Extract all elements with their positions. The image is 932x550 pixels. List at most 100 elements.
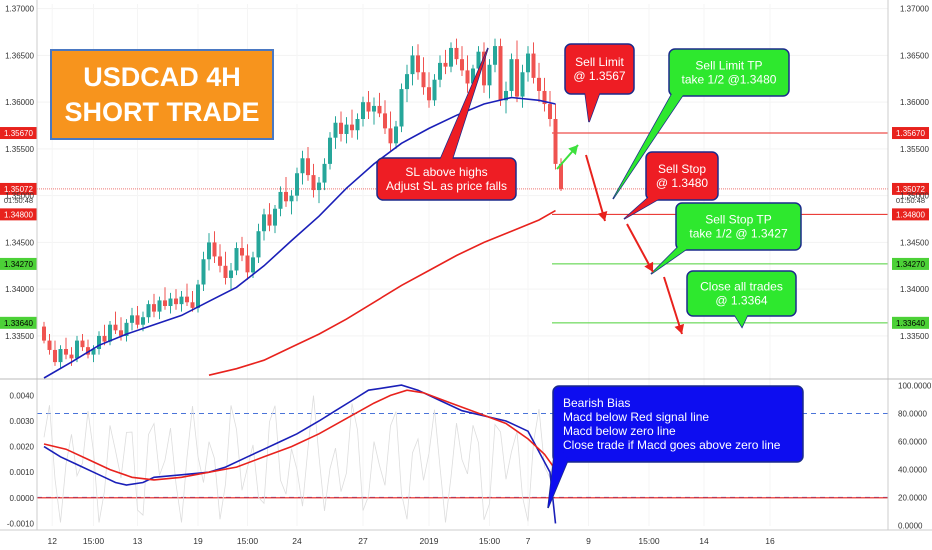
candle-body: [201, 259, 206, 285]
callout-text-line: Macd below zero line: [563, 424, 676, 438]
price-level-label-left: 1.33640: [4, 319, 33, 328]
candle-body: [542, 90, 547, 105]
price-level-badge-left: [0, 127, 37, 140]
candle-body: [141, 317, 145, 325]
callout-text-line: Close all trades: [700, 280, 783, 294]
callout-text-line: Close trade if Macd goes above zero line: [563, 438, 781, 452]
candle-body: [42, 326, 46, 341]
candlesticks: [42, 38, 563, 368]
price-tick-label-right: 1.35000: [900, 192, 929, 201]
candle-body: [498, 46, 503, 101]
candle-body: [344, 124, 349, 134]
moving-averages: [43, 96, 556, 379]
macd-tick-label: 0.0020: [10, 443, 35, 452]
macd-tick-label: 0.0040: [10, 391, 35, 400]
price-tick-label-right: 1.33500: [900, 332, 929, 341]
candle-body: [168, 298, 173, 307]
candle-body: [185, 296, 189, 303]
candle-body: [124, 322, 129, 336]
candle-body: [223, 265, 228, 278]
price-tick-label-left: 1.34500: [5, 238, 34, 247]
candle-body: [229, 270, 233, 278]
candle-body: [520, 72, 525, 97]
price-tick-label-right: 1.37000: [900, 5, 929, 14]
candle-body: [152, 304, 156, 312]
time-tick-label: 16: [765, 536, 775, 546]
red-arrow-3: [663, 276, 683, 335]
candle-body: [399, 89, 404, 127]
price-tick-label-right: 1.34500: [900, 238, 929, 247]
candle-body: [86, 347, 90, 355]
candle-body: [487, 64, 492, 86]
time-tick-label: 2019: [420, 536, 439, 546]
candle-body: [240, 248, 244, 256]
candle-body: [350, 124, 354, 131]
candle-body: [339, 122, 343, 134]
candle-body: [405, 74, 409, 90]
callout-box: [645, 151, 719, 201]
candle-body: [306, 158, 310, 176]
title-line-2: SHORT TRADE: [65, 97, 260, 127]
moving-average-fast-line: [43, 96, 556, 379]
price-level-badge-left: [0, 208, 37, 221]
candle-body: [262, 214, 266, 232]
price-tick-label-right: 1.36000: [900, 98, 929, 107]
candle-body: [174, 298, 178, 305]
price-tick-label-left: 1.37000: [5, 5, 34, 14]
red-arrow-1: [585, 154, 606, 222]
candle-body: [157, 300, 162, 312]
price-level-badge-right: [892, 127, 929, 140]
candle-body: [64, 349, 68, 355]
callout-text-line: SL above highs: [405, 165, 487, 179]
callout-text-line: Sell Limit: [575, 55, 624, 69]
callout-sell-stop: Sell Stop@ 1.3480: [623, 151, 719, 220]
countdown-label-left: 01:50:48: [4, 196, 33, 205]
macd-tick-label: 0.0030: [10, 417, 35, 426]
red-arrow-1-head: [597, 210, 608, 221]
price-level-label-left: 1.34800: [4, 210, 33, 219]
candle-body: [509, 59, 514, 91]
candle-body: [179, 296, 184, 305]
candle-body: [416, 55, 420, 73]
candle-body: [163, 300, 167, 307]
price-tick-label-left: 1.36500: [5, 51, 34, 60]
callout-tail-fill: [548, 440, 568, 508]
candle-body: [108, 324, 112, 342]
rsi-tick-label: 20.0000: [898, 493, 927, 502]
candle-body: [366, 102, 371, 112]
candle-body: [113, 324, 118, 331]
callout-text-line: @ 1.3567: [573, 69, 626, 83]
candle-body: [454, 47, 459, 60]
callout-tail-fill: [651, 246, 691, 274]
price-tick-label-left: 1.34000: [5, 285, 34, 294]
callout-text-line: @ 1.3480: [656, 176, 709, 190]
time-tick-label: 24: [292, 536, 302, 546]
price-tick-label-right: 1.36500: [900, 51, 929, 60]
green-arrow-head: [568, 145, 578, 156]
time-tick-label: 12: [48, 536, 58, 546]
candle-body: [135, 315, 140, 325]
rsi-tick-label: 0.0000: [898, 521, 923, 530]
callout-box: [675, 202, 802, 251]
macd-panel: [37, 384, 888, 524]
candle-body: [218, 256, 222, 266]
candle-body: [383, 113, 387, 129]
price-level-badge-left: [0, 257, 37, 270]
candle-body: [377, 105, 382, 114]
candle-body: [80, 340, 85, 348]
price-level-badge-left: [0, 316, 37, 329]
candle-body: [410, 55, 415, 75]
candle-body: [531, 53, 536, 78]
price-tick-label-right: 1.35500: [900, 145, 929, 154]
rsi-tick-label: 80.0000: [898, 410, 927, 419]
candle-body: [372, 105, 376, 112]
red-arrow-3-head: [674, 323, 685, 334]
rsi-tick-label: 40.0000: [898, 465, 927, 474]
callout-text-line: @ 1.3364: [715, 294, 768, 308]
candle-body: [119, 330, 123, 336]
price-tick-label-left: 1.36000: [5, 98, 34, 107]
red-arrow-2: [626, 223, 654, 273]
candle-body: [394, 126, 398, 144]
